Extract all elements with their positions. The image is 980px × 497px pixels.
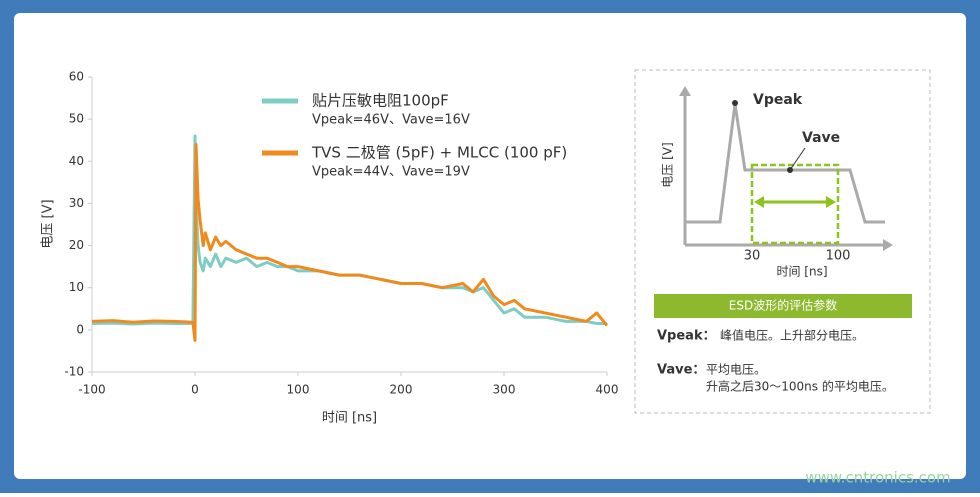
watermark: www.cntronics.com [805,469,950,487]
legend-note: Vpeak=44V、Vave=19V [312,165,470,180]
note-text: 升高之后30～100ns 的平均电压。 [706,379,894,394]
x-tick-label: 400 [596,383,619,397]
waveform [685,103,885,224]
arrow-head [826,196,836,208]
y-tick-label: 0 [76,322,84,336]
legend-label: 贴片压敏电阻100pF [312,92,449,110]
x-tick-label: 100 [287,383,310,397]
average-window [750,163,840,245]
y-tick-label: -10 [64,365,84,379]
x-tick-label: 300 [493,383,516,397]
y-tick-label: 50 [69,112,84,126]
note-text: 平均电压。 [706,363,766,377]
diagram-box [634,69,931,414]
series-line [91,142,609,342]
diagram: Vpeak Vave 电压 [V] 30 100 时间 [ns] ESD波形的评… [654,86,912,394]
panel [14,13,966,479]
leader [789,147,806,171]
note-text: 峰值电压。上升部分电压。 [720,328,864,343]
peak-dot [732,100,738,106]
diagram-x-label: 时间 [ns] [776,265,827,279]
legend-label: TVS 二极管 (5pF) + MLCC (100 pF) [311,144,567,162]
y-tick-label: 40 [69,154,84,168]
arrow-head [754,196,764,208]
ave-label: Vave [802,130,840,146]
peak-label: Vpeak [753,92,803,108]
arrow-head [679,86,691,96]
y-tick-label: 60 [69,70,84,84]
y-tick-label: 20 [69,238,84,252]
banner [654,294,912,318]
x-axis-label: 时间 [ns] [322,411,377,426]
banner-text: ESD波形的评估参数 [729,298,837,313]
diagram-x-mark: 100 [826,249,851,264]
x-tick-label: 200 [390,383,413,397]
note-term: Vave： [657,363,705,378]
legend-note: Vpeak=46V、Vave=16V [312,113,470,128]
diagram-x-mark: 30 [744,249,761,264]
note-term: Vpeak： [657,329,716,344]
y-tick-label: 30 [69,196,84,210]
y-axis-label: 电压 [V] [41,199,56,248]
x-tick-label: 0 [191,383,199,397]
x-tick-label: -100 [78,383,105,397]
diagram-y-label: 电压 [V] [661,142,675,187]
arrow-head [883,239,893,251]
y-tick-label: 10 [69,280,84,294]
